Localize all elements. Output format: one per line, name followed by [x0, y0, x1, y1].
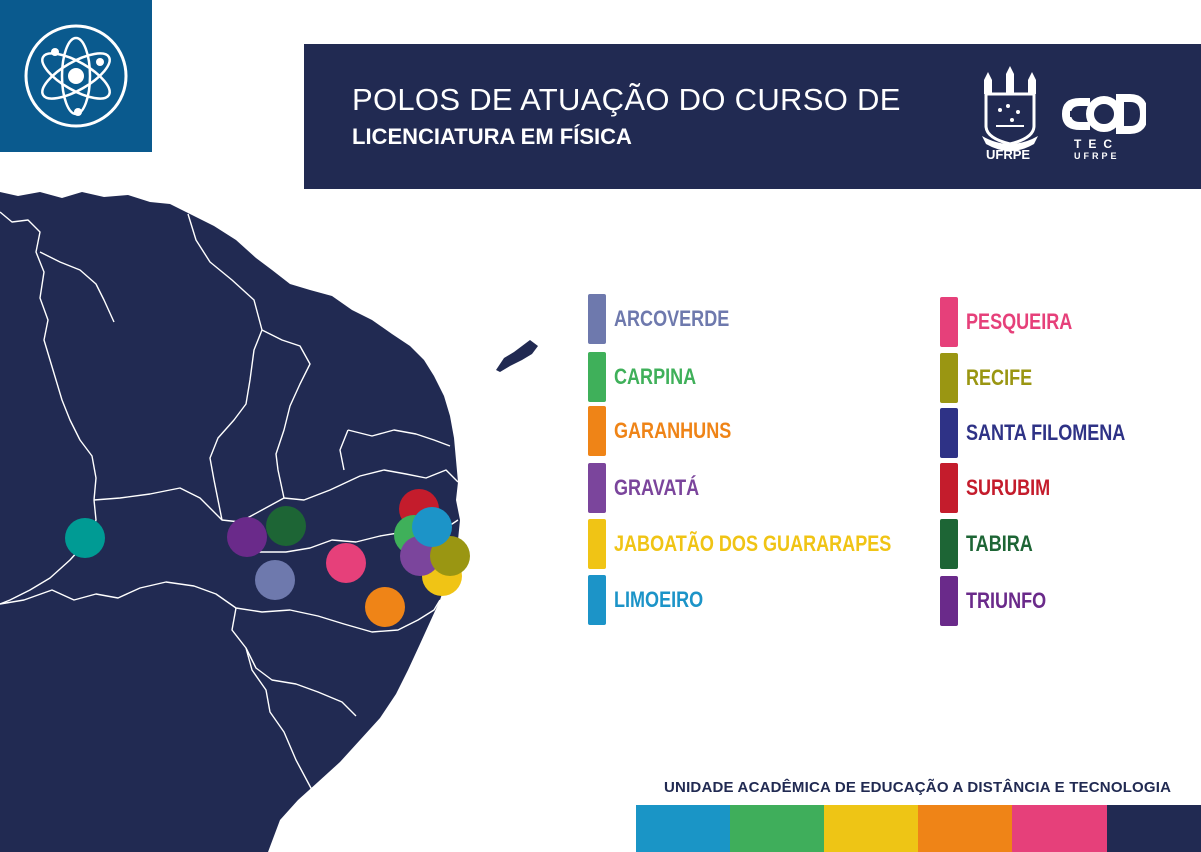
- page-subtitle: LICENCIATURA EM FÍSICA: [352, 124, 632, 149]
- marker-limoeiro[interactable]: [412, 507, 452, 547]
- legend-swatch: [588, 352, 606, 402]
- northeast-landmass: [0, 192, 460, 852]
- footer-stripe-navy: [1107, 805, 1201, 852]
- legend-swatch: [940, 519, 958, 569]
- footer-stripe-pink: [1012, 805, 1107, 852]
- legend-swatch: [588, 519, 606, 569]
- marker-tabira[interactable]: [266, 506, 306, 546]
- state-borders: [0, 211, 459, 791]
- legend-label: JABOATÃO DOS GUARARAPES: [614, 531, 892, 556]
- footer-institution-text: UNIDADE ACADÊMICA DE EDUCAÇÃO A DISTÂNCI…: [664, 779, 1172, 796]
- tec-logo-text: TEC: [1074, 137, 1119, 151]
- island: [496, 340, 538, 372]
- marker-recife[interactable]: [430, 536, 470, 576]
- legend-label: GRAVATÁ: [614, 475, 700, 500]
- footer-stripe-blue: [636, 805, 730, 852]
- legend-label: PESQUEIRA: [966, 309, 1073, 334]
- ufrpe-logo-text: UFRPE: [986, 147, 1031, 162]
- footer-stripe-yellow: [824, 805, 918, 852]
- legend-swatch: [940, 408, 958, 458]
- legend-label: ARCOVERDE: [614, 306, 730, 331]
- legend-swatch: [940, 576, 958, 626]
- legend-label: SURUBIM: [966, 475, 1051, 500]
- legend-label: SANTA FILOMENA: [966, 420, 1126, 445]
- legend-swatch: [940, 463, 958, 513]
- legend-label: LIMOEIRO: [614, 587, 704, 612]
- header-banner: POLOS DE ATUAÇÃO DO CURSO DE LICENCIATUR…: [304, 44, 1201, 189]
- legend-swatch: [940, 297, 958, 347]
- atom-logo-box: [0, 0, 152, 152]
- legend-label: TRIUNFO: [966, 588, 1047, 613]
- legend-swatch: [588, 575, 606, 625]
- legend-label: CARPINA: [614, 364, 697, 389]
- legend-swatch: [588, 294, 606, 344]
- footer-stripe-orange: [918, 805, 1012, 852]
- ufrpe-crest-logo: [982, 66, 1038, 151]
- legend-swatch: [940, 353, 958, 403]
- legend-label: TABIRA: [966, 531, 1033, 556]
- footer-stripe-green: [730, 805, 824, 852]
- legend-label: RECIFE: [966, 365, 1033, 390]
- marker-pesqueira[interactable]: [326, 543, 366, 583]
- marker-triunfo[interactable]: [227, 517, 267, 557]
- tec-ufrpe-text: UFRPE: [1074, 151, 1120, 161]
- legend-label: GARANHUNS: [614, 418, 732, 443]
- marker-garanhuns[interactable]: [365, 587, 405, 627]
- location-markers: [65, 489, 470, 627]
- legend-swatch: [588, 406, 606, 456]
- marker-santa-filomena[interactable]: [65, 518, 105, 558]
- marker-arcoverde[interactable]: [255, 560, 295, 600]
- ead-logo: [1062, 94, 1146, 134]
- page-title: POLOS DE ATUAÇÃO DO CURSO DE: [352, 82, 901, 117]
- legend-swatch: [588, 463, 606, 513]
- atom-icon: [24, 24, 128, 128]
